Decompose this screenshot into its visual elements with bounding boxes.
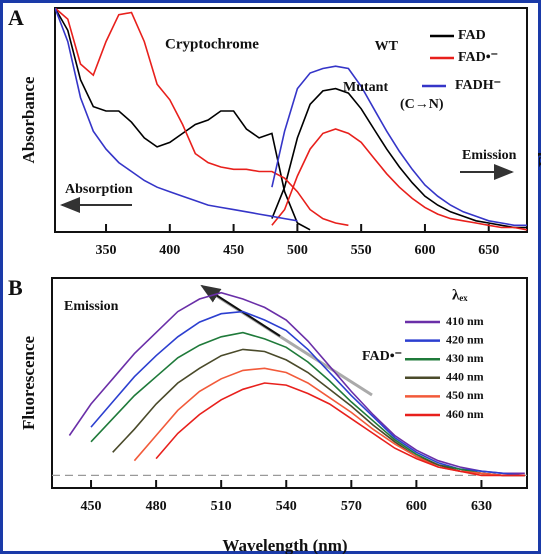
x-tick-label: 570 [341,499,362,514]
curve-group [55,8,298,222]
legend-label: 410 nm [446,314,484,328]
annotation: Mutant [343,80,388,95]
x-tick-label: 350 [96,243,117,258]
legend-label: FAD [458,28,486,43]
x-tick-label: 630 [471,499,492,514]
data-line [68,291,525,475]
legend-title: λₑₓ [452,287,468,303]
panel-label: B [8,275,23,300]
right-y-axis-label: Fluorescence [535,73,541,168]
curve-group [271,87,527,229]
annotation: (C→N) [400,97,444,112]
data-line [271,65,527,227]
curve-group [68,291,525,475]
legend-label: 420 nm [446,332,484,346]
data-line [55,8,311,231]
x-tick-label: 450 [223,243,244,258]
x-tick-label: 400 [159,243,180,258]
x-tick-label: 600 [406,499,427,514]
x-tick-label: 450 [81,499,102,514]
legend-label: FADH⁻ [455,78,501,93]
x-tick-label: 510 [211,499,232,514]
curve-group [155,382,525,477]
chart-title: Cryptochrome [165,36,259,52]
plot-frame [54,7,528,233]
x-tick-label: 550 [351,243,372,258]
legend-label: 450 nm [446,388,484,402]
data-line [55,8,349,227]
curve-group [90,331,525,477]
x-tick-label: 650 [478,243,499,258]
legend-label: 440 nm [446,370,484,384]
y-axis-label: Fluorescence [19,336,38,431]
curve-group [55,8,349,227]
annotation: FAD•⁻ [362,349,402,364]
data-line [155,382,525,477]
annotation: WT [375,39,399,54]
curve-group [271,65,527,227]
legend-label: 460 nm [446,407,484,421]
legend-label: FAD•⁻ [458,50,498,65]
data-line [271,128,527,231]
legend-label: 430 nm [446,351,484,365]
data-line [271,87,527,229]
annotation: Emission [64,299,119,314]
annotation: Emission [462,148,517,163]
y-axis-label: Absorbance [19,76,38,163]
data-line [55,8,298,222]
curve-group [55,8,311,231]
curve-group [271,128,527,231]
data-line [90,331,525,477]
panel-label: A [8,5,24,30]
x-tick-label: 480 [146,499,167,514]
x-tick-label: 600 [414,243,435,258]
x-tick-label: 500 [287,243,308,258]
x-axis-label: Wavelength (nm) [222,536,347,554]
x-tick-label: 540 [276,499,297,514]
annotation: Absorption [65,182,133,197]
plot-frame [51,277,528,489]
